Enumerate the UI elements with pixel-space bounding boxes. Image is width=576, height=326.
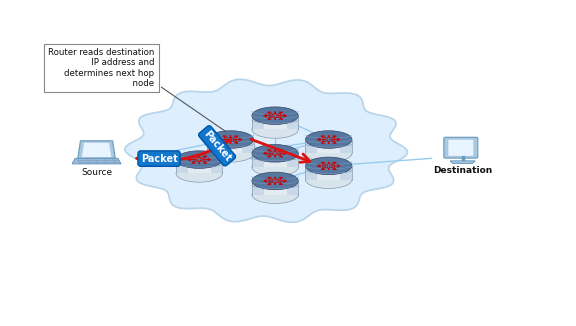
Text: Packet: Packet xyxy=(141,154,177,164)
Polygon shape xyxy=(287,116,298,129)
Ellipse shape xyxy=(252,172,298,190)
Polygon shape xyxy=(176,160,188,173)
Polygon shape xyxy=(125,79,407,222)
Polygon shape xyxy=(252,116,263,129)
Polygon shape xyxy=(207,140,219,153)
Polygon shape xyxy=(340,140,352,153)
Text: Destination: Destination xyxy=(433,166,492,175)
Polygon shape xyxy=(78,141,115,158)
Polygon shape xyxy=(82,143,111,157)
FancyBboxPatch shape xyxy=(444,137,478,158)
Polygon shape xyxy=(305,140,317,153)
Polygon shape xyxy=(242,140,253,153)
Polygon shape xyxy=(450,161,475,163)
Polygon shape xyxy=(305,166,352,180)
Ellipse shape xyxy=(252,158,298,176)
Ellipse shape xyxy=(176,165,222,182)
Ellipse shape xyxy=(305,157,352,175)
Polygon shape xyxy=(305,166,317,180)
Ellipse shape xyxy=(252,144,298,162)
Ellipse shape xyxy=(176,151,222,168)
Polygon shape xyxy=(72,158,121,164)
Polygon shape xyxy=(252,181,298,195)
Ellipse shape xyxy=(305,131,352,148)
Polygon shape xyxy=(287,181,298,195)
Polygon shape xyxy=(207,140,253,153)
Polygon shape xyxy=(176,160,222,173)
FancyBboxPatch shape xyxy=(448,140,473,156)
Ellipse shape xyxy=(305,144,352,162)
Text: Router reads destination
   IP address and
determines next hop
          node: Router reads destination IP address and … xyxy=(48,48,154,88)
Ellipse shape xyxy=(252,107,298,125)
Polygon shape xyxy=(287,153,298,167)
Polygon shape xyxy=(305,140,352,153)
Polygon shape xyxy=(211,160,222,173)
Text: Source: Source xyxy=(81,168,112,177)
Ellipse shape xyxy=(207,144,253,162)
Polygon shape xyxy=(340,166,352,180)
Ellipse shape xyxy=(207,131,253,148)
Ellipse shape xyxy=(252,121,298,138)
Polygon shape xyxy=(252,153,263,167)
Polygon shape xyxy=(252,116,298,129)
Polygon shape xyxy=(252,181,263,195)
Ellipse shape xyxy=(305,171,352,188)
Polygon shape xyxy=(252,153,298,167)
Text: Packet: Packet xyxy=(202,128,233,163)
Ellipse shape xyxy=(252,186,298,203)
